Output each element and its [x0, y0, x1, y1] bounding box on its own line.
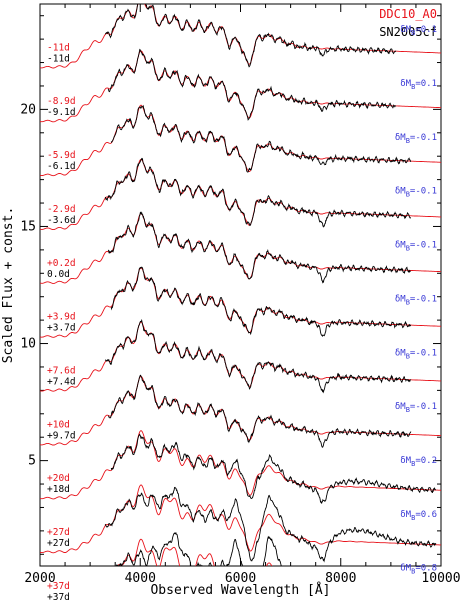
y-tick-label: 15 [20, 219, 36, 234]
model-epoch-label: -2.9d [47, 204, 76, 215]
observed-spectrum-line [110, 104, 412, 173]
delta-mb-label: δMB=-0.1 [395, 187, 437, 199]
x-tick-label: 6000 [225, 571, 256, 586]
x-tick-label: 4000 [125, 571, 156, 586]
model-spectrum-line [40, 213, 441, 284]
observed-epoch-label: +18d [47, 484, 70, 495]
model-epoch-label: +27d [47, 527, 70, 538]
observed-spectrum-line [104, 157, 412, 228]
y-axis-title: Scaled Flux + const. [1, 207, 16, 364]
delta-mb-label: δMB=0.1 [400, 79, 437, 91]
observed-epoch-label: +3.7d [47, 323, 76, 334]
observed-epoch-label: 0.0d [47, 269, 70, 280]
model-spectrum-line [40, 484, 441, 554]
model-epoch-label: +7.6d [47, 365, 76, 376]
x-tick-label: 2000 [24, 571, 55, 586]
delta-mb-label: δMB=0.1 [400, 25, 437, 37]
spectra-group [40, 4, 441, 566]
observed-spectrum-line [107, 211, 412, 284]
model-spectrum-line [40, 267, 441, 338]
observed-epoch-label: +37d [47, 592, 70, 600]
observed-epoch-label: -11d [47, 53, 70, 64]
delta-mb-label: δMB=-0.1 [395, 241, 437, 253]
model-epoch-label: +20d [47, 473, 70, 484]
delta-mb-label: δMB=0.6 [400, 510, 437, 522]
model-spectrum-line [40, 158, 441, 231]
observed-epoch-label: -6.1d [47, 161, 76, 172]
observed-epoch-label: -9.1d [47, 107, 76, 118]
legend-entry: SN2005cf [379, 25, 437, 39]
model-epoch-label: -8.9d [47, 96, 76, 107]
model-epoch-label: +3.9d [47, 312, 76, 323]
observed-epoch-label: +27d [47, 538, 70, 549]
observed-epoch-label: -3.6d [47, 215, 76, 226]
model-epoch-label: -11d [47, 42, 70, 53]
model-spectrum-line [40, 50, 441, 123]
observed-spectrum-line [104, 4, 397, 68]
legend-entry: DDC10_A0 [379, 7, 437, 21]
observed-spectrum-line [104, 318, 411, 394]
model-epoch-label: -5.9d [47, 150, 76, 161]
observed-epoch-label: +9.7d [47, 430, 76, 441]
delta-mb-label: δMB=-0.1 [395, 294, 437, 306]
observed-spectrum-line [115, 531, 282, 566]
y-tick-label: 10 [20, 337, 36, 352]
y-tick-label: 20 [20, 102, 36, 117]
observed-spectrum-line [110, 433, 436, 504]
model-epoch-label: +37d [47, 581, 70, 592]
observed-spectrum-line [107, 374, 412, 448]
delta-mb-label: δMB=-0.1 [395, 133, 437, 145]
observed-spectrum-line [104, 486, 437, 563]
x-tick-label: 10000 [421, 571, 460, 586]
delta-mb-label: δMB=0.2 [400, 456, 437, 468]
model-spectrum-line [40, 430, 441, 500]
x-tick-label: 8000 [325, 571, 356, 586]
delta-mb-label: δMB=0.8 [400, 564, 437, 576]
model-epoch-label: +10d [47, 419, 70, 430]
observed-spectrum-line [110, 266, 412, 338]
observed-spectrum-line [107, 48, 396, 121]
y-tick-label: 5 [28, 454, 36, 469]
delta-mb-label: δMB=-0.1 [395, 402, 437, 414]
observed-epoch-label: +7.4d [47, 376, 76, 387]
delta-mb-label: δMB=-0.1 [395, 348, 437, 360]
plot-frame [39, 3, 442, 567]
x-axis-title: Observed Wavelength [Å] [150, 582, 330, 598]
model-spectrum-line [40, 104, 441, 177]
model-epoch-label: +0.2d [47, 258, 76, 269]
